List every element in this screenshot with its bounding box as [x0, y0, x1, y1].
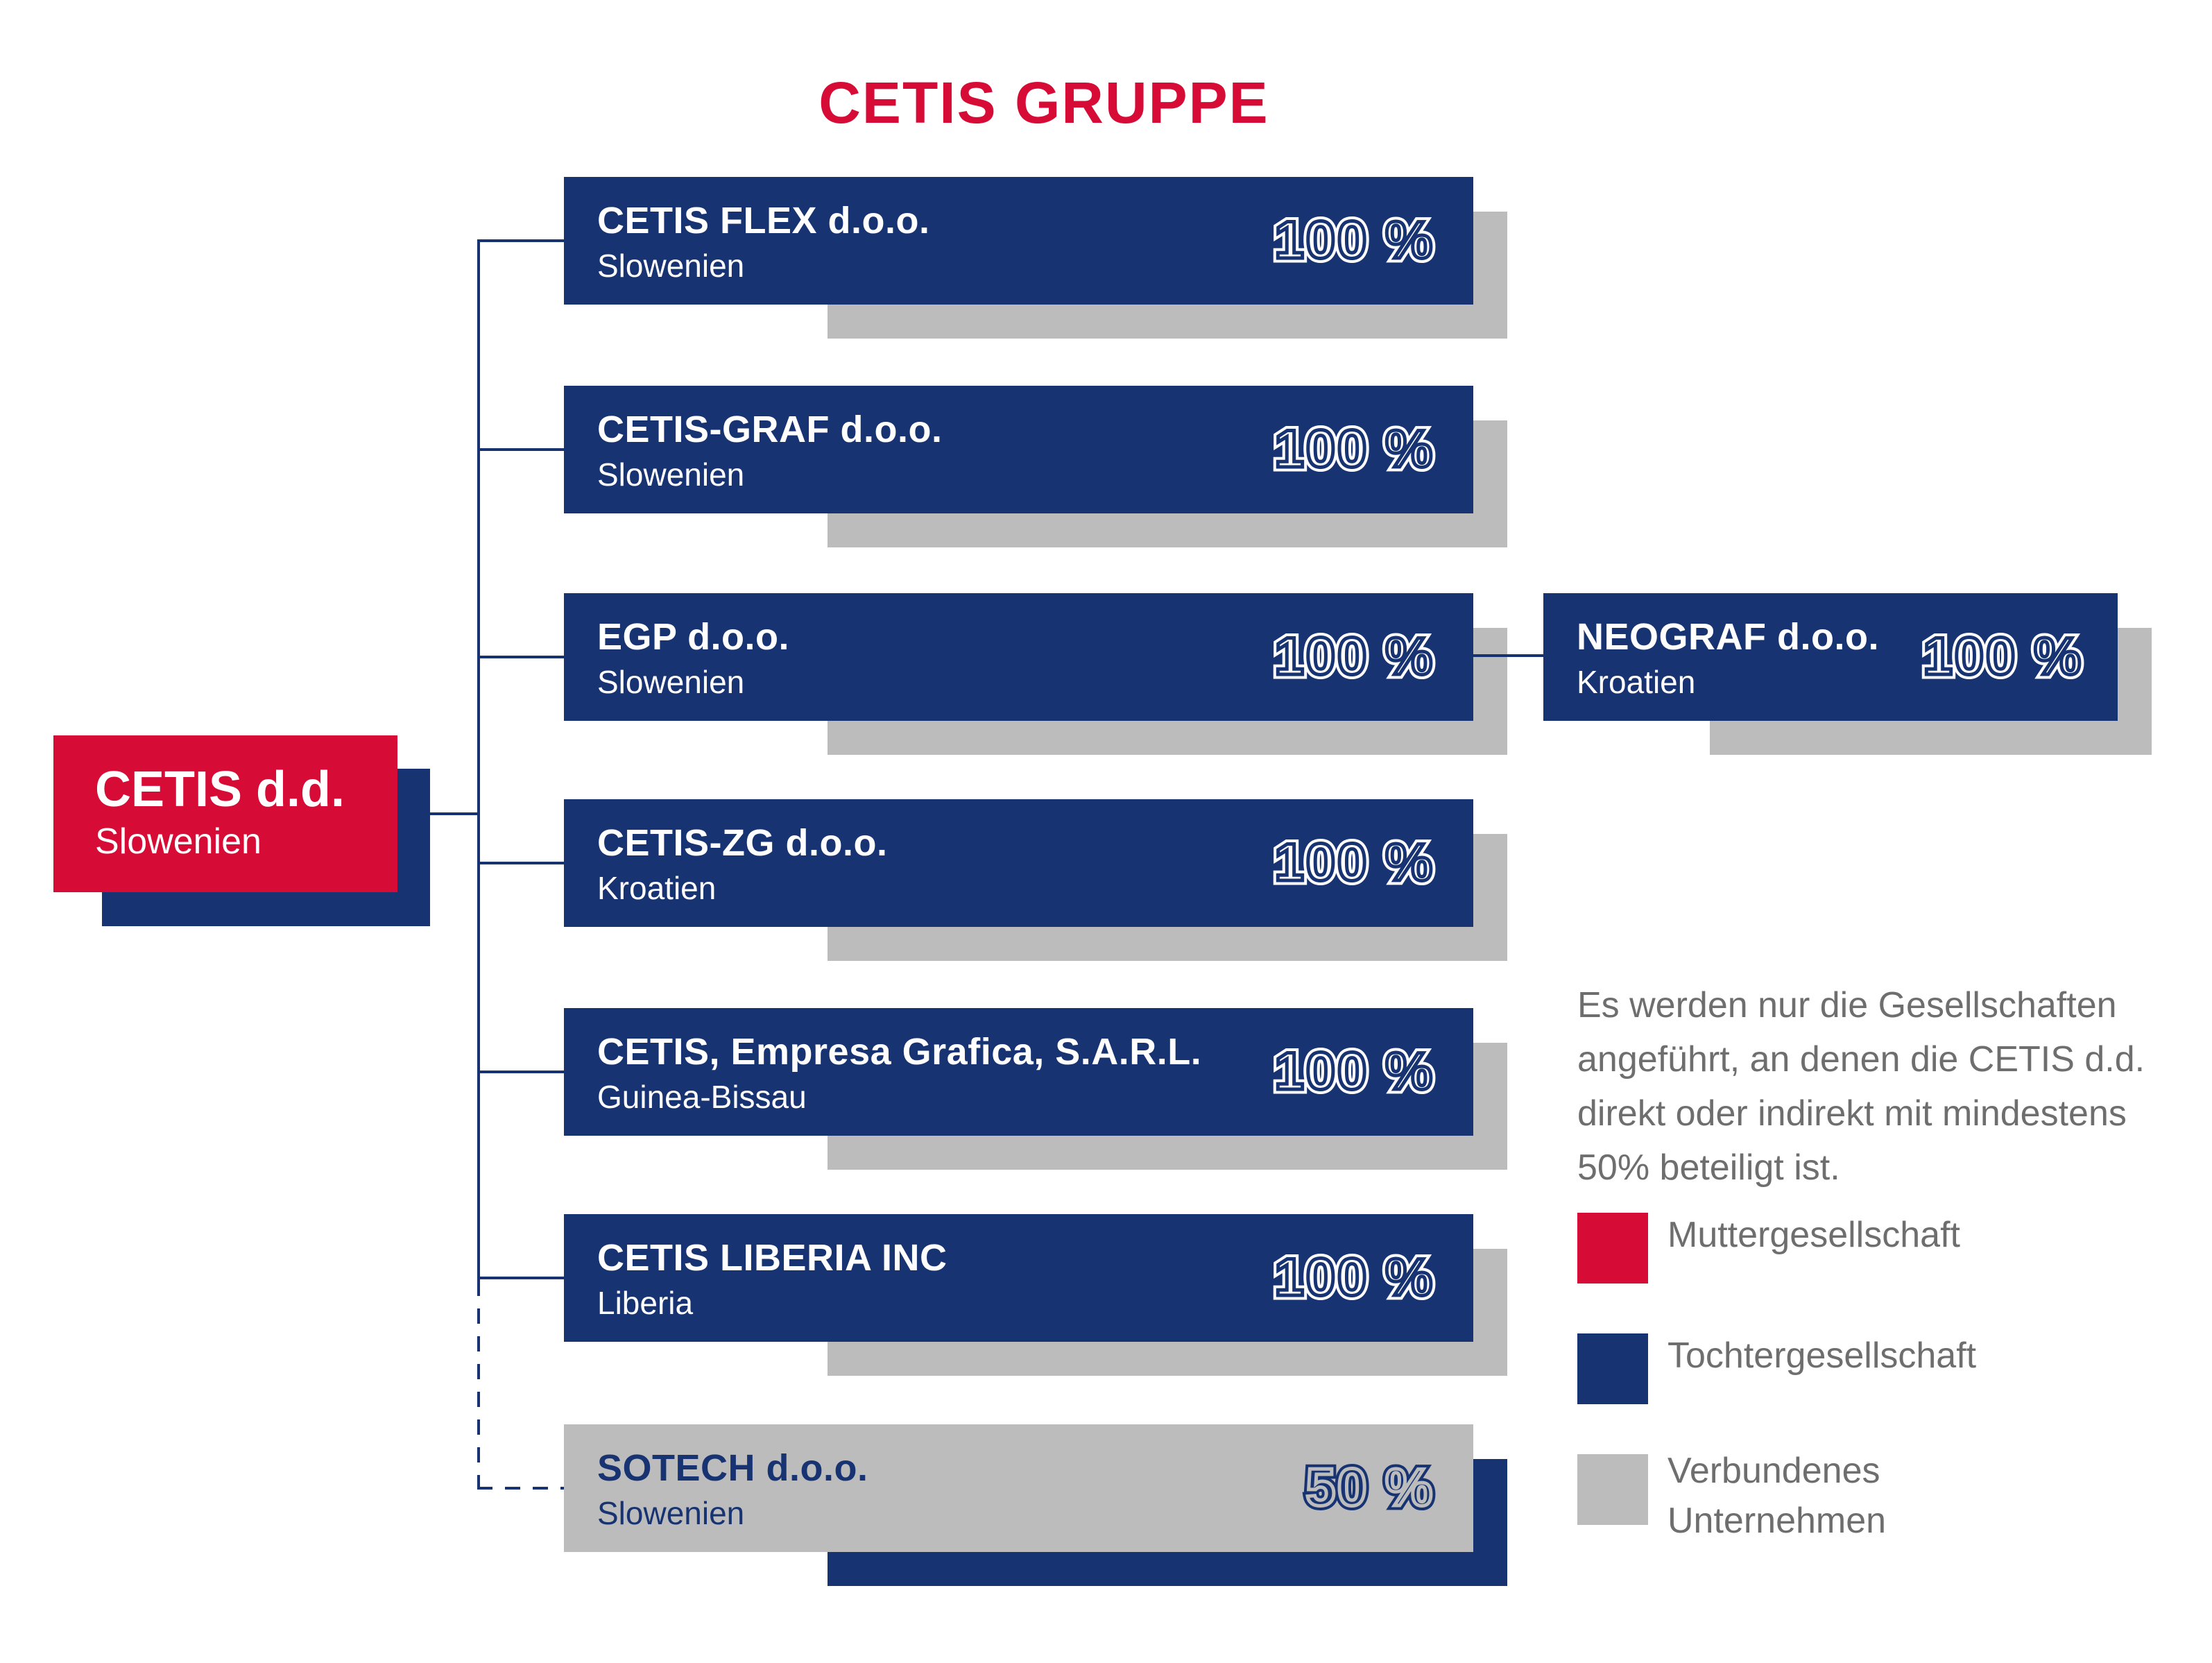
connector-egp-neograf — [1473, 654, 1543, 657]
footnote: Es werden nur die Gesellschaften angefüh… — [1577, 978, 2188, 1195]
company-name: NEOGRAF d.o.o. — [1577, 616, 1879, 658]
company-country: Slowenien — [597, 664, 745, 700]
legend-label-subsidiary: Tochtergesellschaft — [1667, 1336, 1977, 1376]
footnote-line: 50% beteiligt ist. — [1577, 1148, 1840, 1188]
share-label: 100 % 100 % — [1270, 1247, 1437, 1308]
share-value: 100 % — [1270, 832, 1437, 894]
company-country: Liberia — [597, 1285, 694, 1321]
company-name: CETIS, Empresa Grafica, S.A.R.L. — [597, 1031, 1202, 1073]
legend-label-associated-company: Verbundenes Unternehmen — [1667, 1446, 1886, 1546]
legend-swatch-subsidiary — [1577, 1333, 1648, 1404]
legend-label-parent-company: Muttergesellschaft — [1667, 1215, 1960, 1255]
share-value: 100 % — [1270, 210, 1437, 271]
company-country: Slowenien — [597, 248, 745, 284]
share-label: 100 % 100 % — [1919, 626, 2085, 688]
company-box: SOTECH d.o.o. Slowenien 50 % 50 % — [564, 1424, 1473, 1552]
legend-label-line: Unternehmen — [1667, 1501, 1887, 1541]
page-title: CETIS GRUPPE — [818, 70, 1269, 135]
company-box: CETIS-ZG d.o.o. Kroatien 100 % 100 % — [564, 799, 1473, 927]
legend-label-line: Verbundenes — [1667, 1451, 1880, 1491]
connector-dashed-row-7 — [477, 1487, 564, 1490]
share-label: 100 % 100 % — [1270, 1041, 1437, 1102]
company-country: Slowenien — [597, 457, 745, 493]
company-box: CETIS-GRAF d.o.o. Slowenien 100 % 100 % — [564, 386, 1473, 513]
legend-swatch-parent-company — [1577, 1213, 1648, 1284]
company-name: EGP d.o.o. — [597, 616, 790, 658]
company-name: CETIS d.d. — [95, 762, 345, 817]
subsidiary-box-cetis-graf: CETIS-GRAF d.o.o. Slowenien 100 % 100 % — [564, 386, 1507, 547]
footnote-line: direkt oder indirekt mit mindestens — [1577, 1093, 2127, 1134]
connector-row-2 — [477, 448, 564, 451]
footnote-line: Es werden nur die Gesellschaften — [1577, 985, 2117, 1025]
footnote-line: angeführt, an denen die CETIS d.d. — [1577, 1039, 2145, 1080]
subsidiary-box-cetis-liberia: CETIS LIBERIA INC Liberia 100 % 100 % — [564, 1214, 1507, 1376]
subsidiary-box-neograf: NEOGRAF d.o.o. Kroatien 100 % 100 % — [1543, 593, 2152, 755]
subsidiary-box-cetis-flex: CETIS FLEX d.o.o. Slowenien 100 % 100 % — [564, 177, 1507, 339]
subsidiary-box-cetis-zg: CETIS-ZG d.o.o. Kroatien 100 % 100 % — [564, 799, 1507, 961]
connector-trunk — [477, 239, 480, 1281]
company-box: CETIS FLEX d.o.o. Slowenien 100 % 100 % — [564, 177, 1473, 305]
share-value: 100 % — [1270, 1247, 1437, 1308]
share-value: 100 % — [1270, 626, 1437, 688]
company-country: Slowenien — [597, 1495, 745, 1531]
company-country: Slowenien — [95, 821, 262, 862]
connector-row-3 — [477, 656, 564, 658]
connector-row-5 — [477, 1071, 564, 1073]
company-country: Kroatien — [597, 870, 717, 906]
share-label: 50 % 50 % — [1301, 1457, 1437, 1519]
subsidiary-box-egp: EGP d.o.o. Slowenien 100 % 100 % — [564, 593, 1507, 755]
company-name: CETIS-ZG d.o.o. — [597, 822, 888, 864]
company-box: CETIS LIBERIA INC Liberia 100 % 100 % — [564, 1214, 1473, 1342]
subsidiary-box-cetis-empresa-grafica: CETIS, Empresa Grafica, S.A.R.L. Guinea-… — [564, 1008, 1507, 1170]
company-country: Guinea-Bissau — [597, 1079, 807, 1115]
company-box: NEOGRAF d.o.o. Kroatien 100 % 100 % — [1543, 593, 2118, 721]
share-label: 100 % 100 % — [1270, 832, 1437, 894]
parent-box: CETIS d.d. Slowenien — [53, 735, 397, 892]
share-label: 100 % 100 % — [1270, 418, 1437, 480]
company-country: Kroatien — [1577, 664, 1696, 700]
share-value: 100 % — [1270, 1041, 1437, 1102]
company-name: CETIS FLEX d.o.o. — [597, 200, 930, 241]
connector-dashed-vertical — [477, 1281, 480, 1488]
legend-swatch-associated-company — [1577, 1454, 1648, 1525]
company-name: SOTECH d.o.o. — [597, 1447, 868, 1489]
company-name: CETIS LIBERIA INC — [597, 1237, 948, 1279]
share-label: 100 % 100 % — [1270, 626, 1437, 688]
share-value: 100 % — [1270, 418, 1437, 480]
company-box: CETIS, Empresa Grafica, S.A.R.L. Guinea-… — [564, 1008, 1473, 1136]
connector-row-1 — [477, 239, 564, 242]
company-box: EGP d.o.o. Slowenien 100 % 100 % — [564, 593, 1473, 721]
share-value: 100 % — [1919, 626, 2085, 688]
connector-parent — [397, 812, 477, 815]
share-label: 100 % 100 % — [1270, 210, 1437, 271]
connector-row-6 — [477, 1277, 564, 1279]
subsidiary-box-sotech: SOTECH d.o.o. Slowenien 50 % 50 % — [564, 1424, 1507, 1586]
share-value: 50 % — [1301, 1457, 1437, 1519]
company-name: CETIS-GRAF d.o.o. — [597, 409, 943, 450]
connector-row-4 — [477, 862, 564, 864]
